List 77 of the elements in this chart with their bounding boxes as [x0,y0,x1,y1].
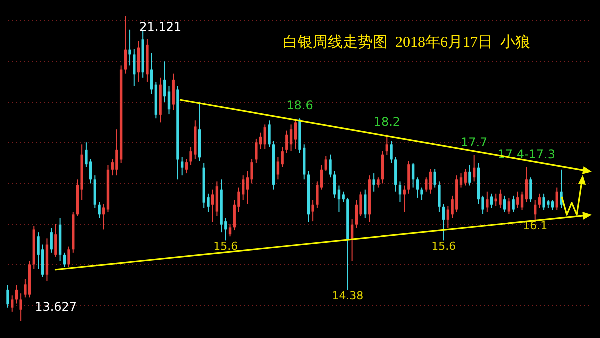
annotation: 17.4-17.3 [498,148,556,162]
candlestick [551,200,554,211]
candlestick [133,48,136,87]
candlestick [403,185,406,213]
annotation: 18.2 [374,115,401,130]
candlestick [372,173,376,192]
candlestick [442,204,446,242]
candlestick [50,228,53,254]
candlestick [468,164,472,186]
candlestick [6,284,10,308]
candlestick [268,120,271,148]
candlestick [54,224,58,258]
candlestick [150,52,154,95]
candlestick [128,29,132,66]
candlestick [377,177,380,188]
candlestick [164,61,166,103]
candlestick [525,166,528,203]
candlestick [324,156,328,172]
candlestick [486,191,489,213]
candlestick [534,200,537,221]
annotation: 15.6 [432,240,456,254]
candlestick [180,156,184,176]
candlestick [342,191,345,203]
candlestick [429,168,432,194]
candlestick [15,284,18,304]
candlestick [20,293,22,322]
annotation: 18.6 [286,98,314,113]
candlestick [168,86,171,116]
candlestick [102,204,106,230]
candlestick [508,197,511,215]
candlestick [556,187,558,211]
candlestick [420,187,424,200]
candlestick [286,130,288,154]
candlestick [503,195,506,213]
candlestick [124,16,128,74]
annotation: 15.6 [214,240,238,254]
candlestick [98,202,101,219]
candlestick [434,168,436,188]
candlestick [334,171,336,198]
candlestick [255,138,258,164]
candlestick [264,124,266,150]
candlestick [512,195,515,213]
candlestick [398,181,402,203]
candlestick [530,177,532,203]
annotation: 21.121 [140,20,182,34]
candlestick [490,193,494,209]
candlestick [460,173,463,188]
candlestick [499,189,502,209]
candlestick [520,191,524,211]
candlestick [538,193,542,209]
candlestick [472,154,476,182]
candlestick [416,177,420,198]
annotation: 16.1 [523,220,548,233]
annotation: 13.627 [35,300,78,314]
candlestick [211,189,214,223]
candlestick [386,134,389,156]
candlestick [438,181,441,213]
candlestick [68,246,70,268]
text: 白银周线走势图 2018年6月17日 小狼 [283,34,530,52]
candlestick [290,124,293,152]
candlestick [11,295,14,312]
candlestick [516,191,520,209]
candlestick [294,120,297,150]
candlestick [390,140,393,164]
candlestick [63,252,66,268]
candlestick [228,224,232,238]
candlestick [329,154,332,178]
candlestick [464,168,467,186]
annotation: 17.7 [460,135,488,150]
candlestick [312,200,314,222]
candlestick [560,169,563,209]
candlestick [185,158,188,174]
candlestick [412,162,415,188]
candlestick [364,189,367,219]
candlestick [338,185,341,213]
annotation: 14.38 [332,290,364,303]
candlestick [425,177,428,192]
